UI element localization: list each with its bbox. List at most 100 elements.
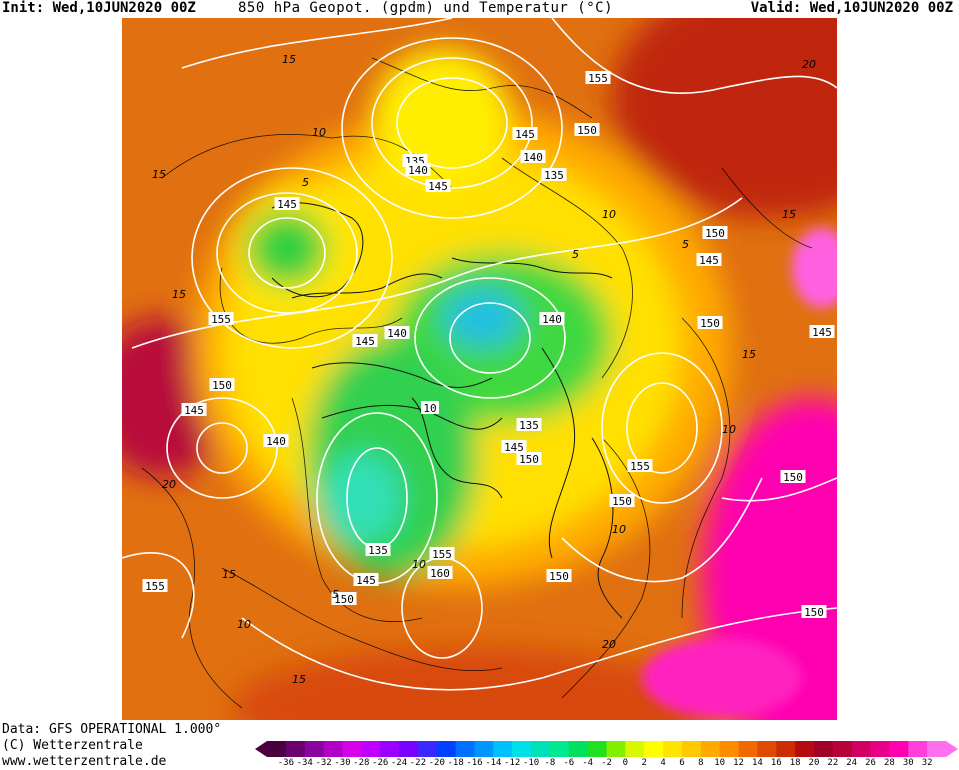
height-label: 140 <box>266 435 286 448</box>
height-label: 155 <box>588 72 608 85</box>
colorbar-segment <box>870 741 890 757</box>
height-label-box <box>697 316 723 329</box>
colorbar-tick-label: -16 <box>466 758 483 768</box>
height-label: 145 <box>356 574 376 587</box>
colorbar-segment <box>399 741 419 757</box>
height-label-box <box>809 325 835 338</box>
height-label-box <box>574 123 600 136</box>
colorbar-segment <box>625 741 645 757</box>
height-label: 145 <box>184 404 204 417</box>
colorbar-segment <box>851 741 872 757</box>
height-label-box <box>627 459 653 472</box>
height-label-box <box>516 452 542 465</box>
colorbar-segment <box>889 741 909 757</box>
colorbar-segment <box>663 741 683 757</box>
colorbar-segment <box>700 741 721 757</box>
colorbar-tick-label: -10 <box>522 758 540 768</box>
height-label-box <box>429 547 455 560</box>
colorbar-tick-label: 26 <box>865 758 876 768</box>
colorbar-segment <box>285 741 306 757</box>
colorbar-tick-label: -26 <box>372 758 389 768</box>
copyright: (C) Wetterzentrale <box>2 738 143 753</box>
height-label-box <box>801 605 827 618</box>
colorbar-segment <box>927 741 947 757</box>
height-label: 150 <box>577 124 597 137</box>
height-label: 150 <box>612 495 632 508</box>
temperature-label: 20 <box>802 58 816 71</box>
height-label: 145 <box>699 254 719 267</box>
height-label: 145 <box>504 441 524 454</box>
colorbar-tick-label: -30 <box>334 758 351 768</box>
temperature-label: 15 <box>152 168 166 181</box>
colorbar-segment <box>795 741 815 757</box>
height-label: 155 <box>630 460 650 473</box>
height-label: 150 <box>705 227 725 240</box>
colorbar-tick-label: -18 <box>447 758 464 768</box>
colorbar-segment <box>568 741 589 757</box>
colorbar-segment <box>436 741 457 757</box>
height-label-box <box>501 440 527 453</box>
height-label: 150 <box>334 593 354 606</box>
height-label-box <box>142 579 168 592</box>
height-label: 150 <box>212 379 232 392</box>
colorbar-segment <box>531 741 551 757</box>
colorbar-right-arrow <box>946 741 958 757</box>
temperature-label: 10 <box>312 126 326 139</box>
height-label-box <box>421 401 439 414</box>
temperature-extremes <box>642 228 837 718</box>
height-label-box <box>541 168 567 181</box>
data-source: Data: GFS OPERATIONAL 1.000° <box>2 722 222 737</box>
temperature-label: 15 <box>172 288 186 301</box>
height-label-box <box>384 326 410 339</box>
colorbar-tick-label: -20 <box>428 758 445 768</box>
colorbar-tick-label: -34 <box>296 758 313 768</box>
colorbar-tick-label: 28 <box>883 758 895 768</box>
height-label-box <box>539 312 565 325</box>
temperature-labels: 15 15 10 5 15 20 15 10 5 10 20 5 10 5 15 10 15 15 10 20 <box>152 53 816 686</box>
height-label-box <box>696 253 722 266</box>
height-label-box <box>353 573 379 586</box>
colorbar-tick-label: -2 <box>601 758 612 768</box>
colorbar-segment <box>549 741 570 757</box>
colorbar-tick-label: 6 <box>679 758 685 768</box>
height-label: 160 <box>430 567 450 580</box>
temperature-label: 15 <box>782 208 796 221</box>
colorbar-segment <box>493 741 513 757</box>
height-label-box <box>425 179 451 192</box>
height-label-box <box>512 127 538 140</box>
colorbar-tick-label: 30 <box>902 758 914 768</box>
height-label: 140 <box>408 164 428 177</box>
height-label-box <box>546 569 572 582</box>
height-label: 145 <box>277 198 297 211</box>
temperature-label: 15 <box>292 673 306 686</box>
height-label-box <box>263 434 289 447</box>
colorbar-tick-label: -12 <box>504 758 521 768</box>
temperature-label: 10 <box>237 618 251 631</box>
temperature-label: 20 <box>162 478 176 491</box>
colorbar-segment <box>304 741 325 757</box>
colorbar-segment <box>342 741 362 757</box>
colorbar-tick-label: 8 <box>698 758 704 768</box>
height-label: 135 <box>519 419 539 432</box>
height-label-box <box>520 150 546 163</box>
height-label-box <box>331 592 357 605</box>
colorbar-tick-label: -8 <box>544 758 556 768</box>
colorbar-segment <box>719 741 740 757</box>
height-label-box <box>181 403 207 416</box>
colorbar-tick-label: 20 <box>808 758 820 768</box>
colorbar-tick-label: -28 <box>353 758 370 768</box>
colorbar-tick-label: 16 <box>770 758 782 768</box>
colorbar-segment <box>587 741 607 757</box>
height-label: 150 <box>549 570 569 583</box>
colorbar-segment <box>738 741 758 757</box>
colorbar-segment <box>455 741 475 757</box>
colorbar-segment <box>606 741 626 757</box>
height-label: 145 <box>515 128 535 141</box>
height-label: 10 <box>423 402 436 415</box>
height-label: 150 <box>783 471 803 484</box>
init-time: Init: Wed,10JUN2020 00Z <box>2 0 196 16</box>
temperature-label: 10 <box>412 558 426 571</box>
colorbar-tick-label: 22 <box>827 758 839 768</box>
website-url: www.wetterzentrale.de <box>2 754 167 769</box>
